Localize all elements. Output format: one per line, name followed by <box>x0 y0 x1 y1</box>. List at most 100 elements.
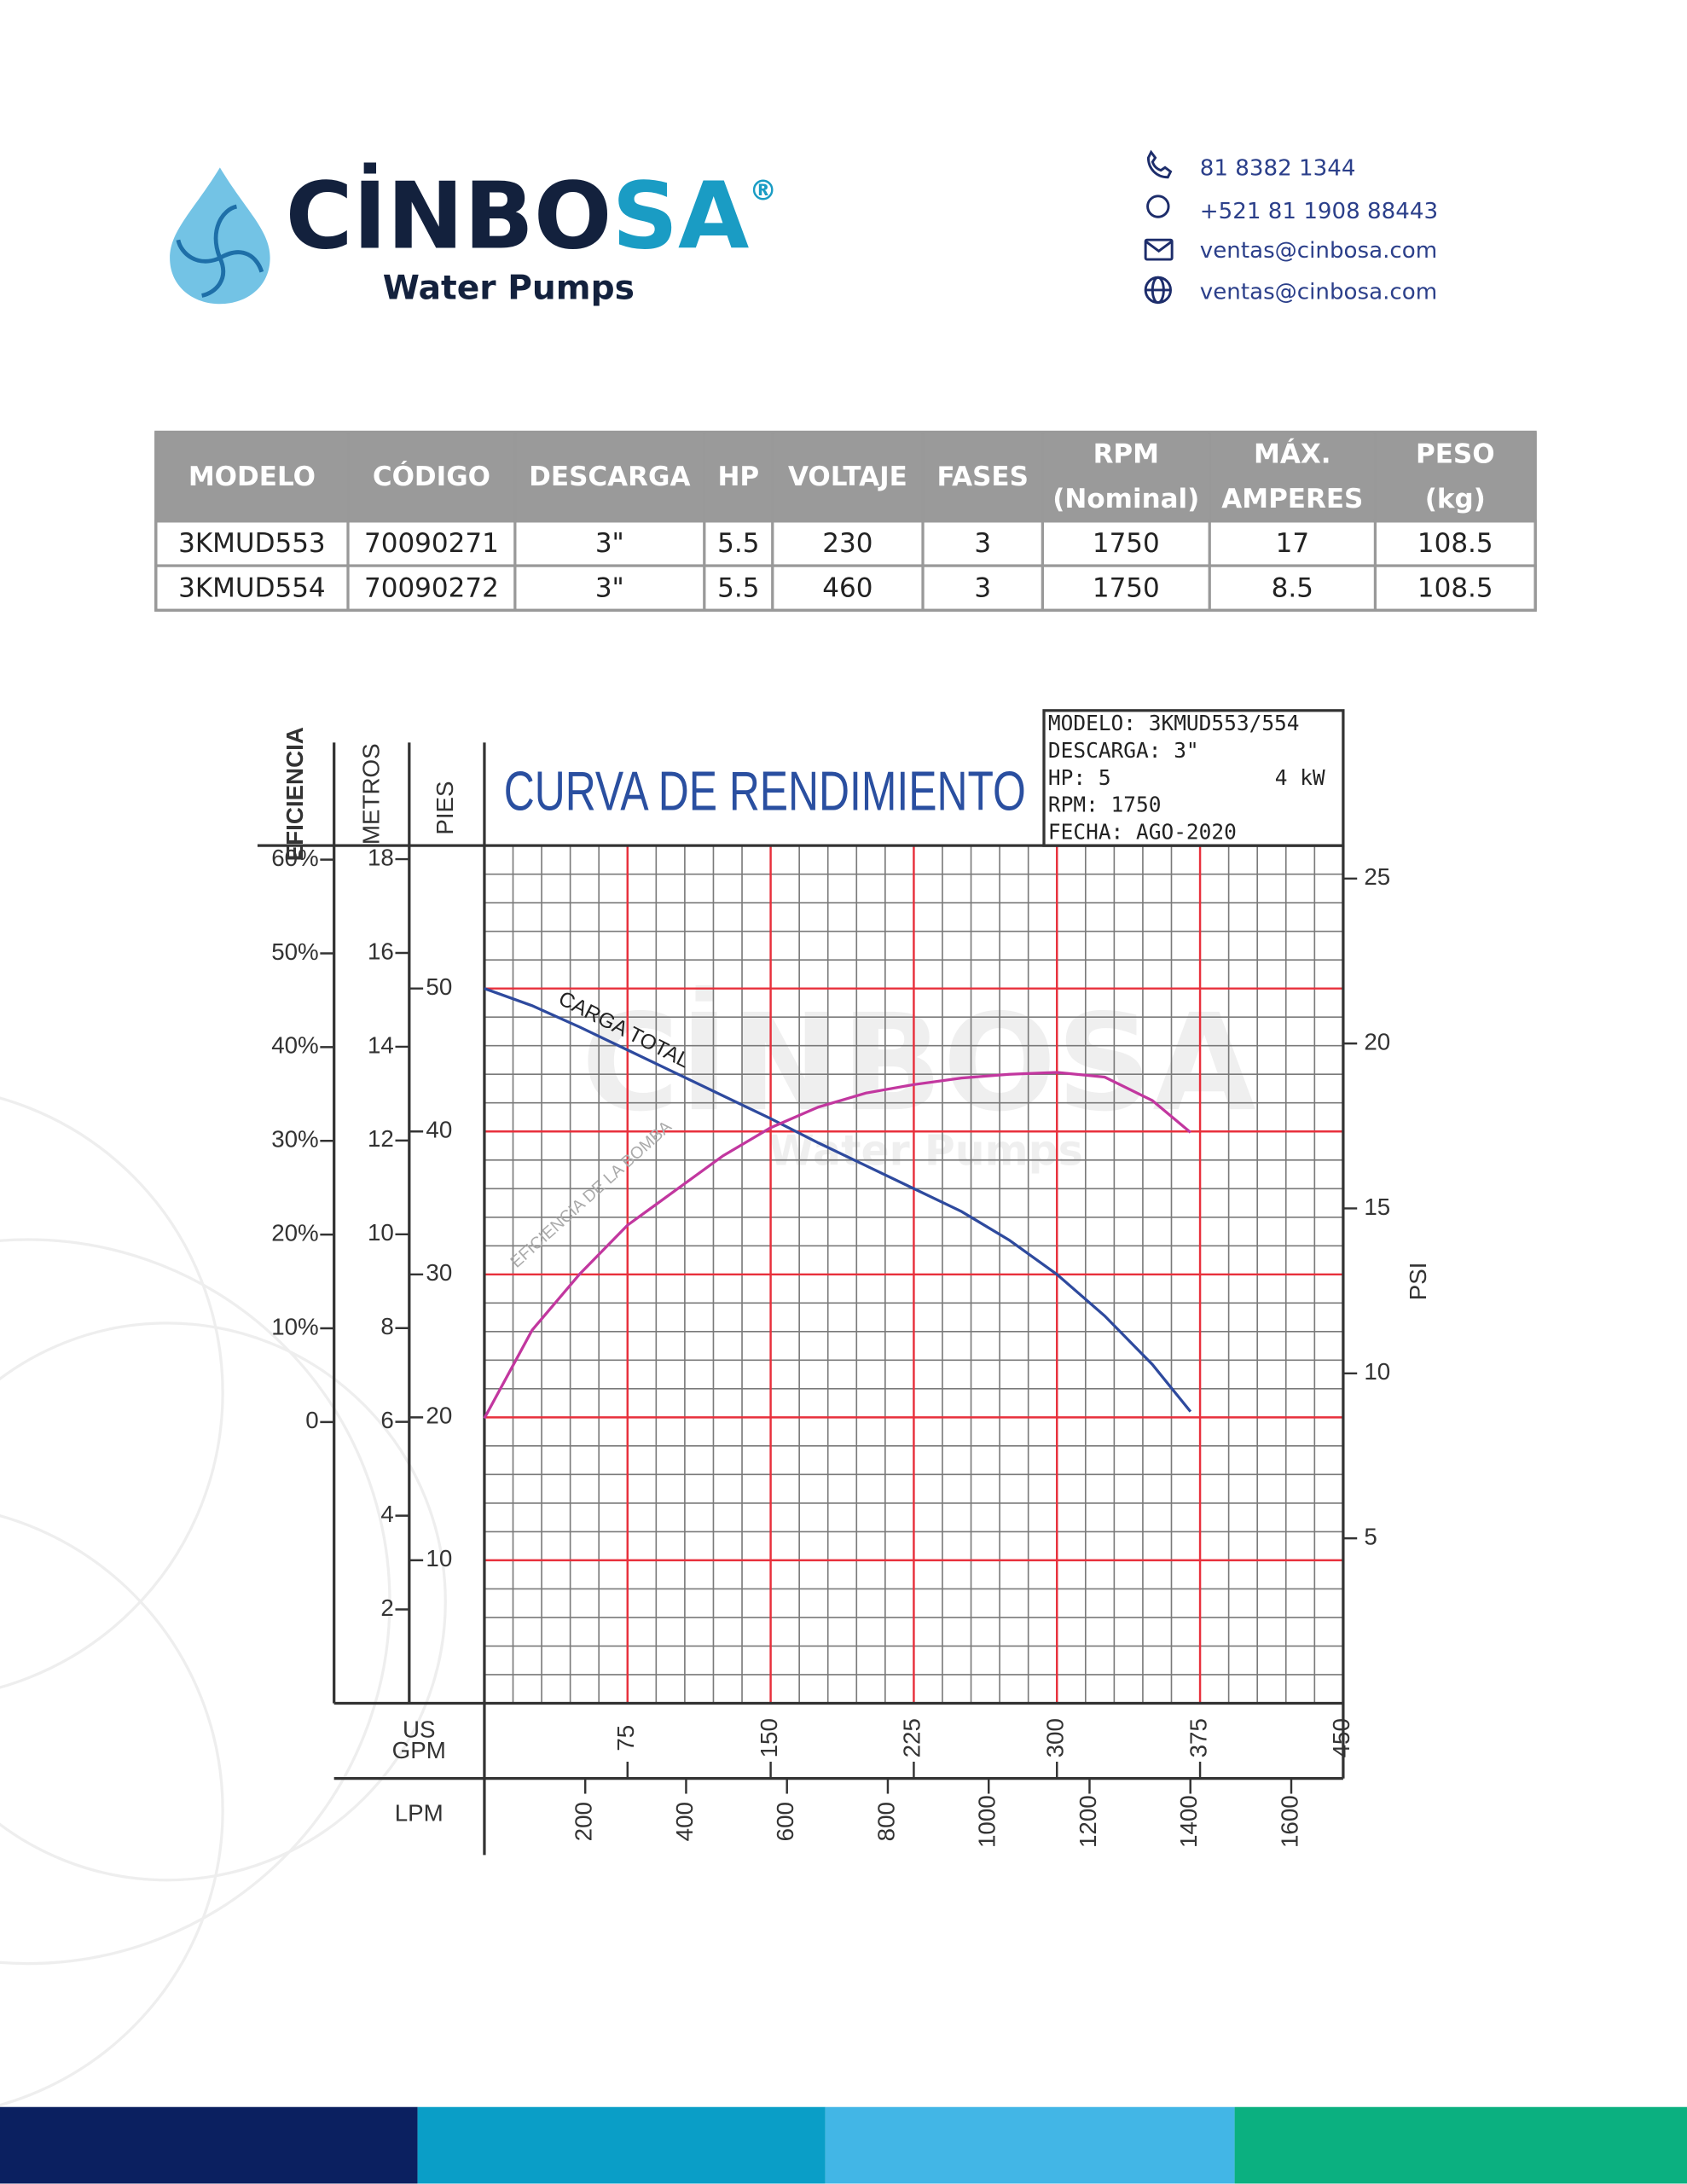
contacts: 81 8382 1344 +521 81 1908 88443 ventas@cin… <box>1200 155 1438 305</box>
tick-label: 15 <box>1364 1194 1390 1220</box>
column-header: PESO <box>1416 439 1495 470</box>
tick-label: 600 <box>772 1802 798 1841</box>
info-line: MODELO: 3KMUD553/554 <box>1048 711 1300 735</box>
logo-drop <box>170 167 270 305</box>
column-header: MÁX. <box>1254 439 1331 470</box>
tick-label: 225 <box>899 1718 925 1757</box>
footer-bar <box>0 2106 1687 2184</box>
chart-title: CURVA DE RENDIMIENTO <box>504 760 1026 822</box>
info-line: DESCARGA: 3" <box>1048 738 1199 763</box>
tick-label: 1600 <box>1276 1795 1302 1848</box>
tick-label: 6 <box>380 1407 393 1433</box>
axis-label: METROS <box>358 743 385 845</box>
tick-label: 10 <box>368 1219 394 1246</box>
table-header-bg <box>155 432 1536 521</box>
tick-label: 0 <box>305 1407 318 1433</box>
axis-label: PIES <box>432 781 458 834</box>
column-header: DESCARGA <box>529 462 690 492</box>
tick-label: 1400 <box>1175 1795 1202 1848</box>
logo-mark: ® <box>749 175 777 207</box>
table-cell: 3 <box>974 572 991 603</box>
info-line: 4 kW <box>1275 765 1325 790</box>
axis-label: PSI <box>1405 1263 1431 1301</box>
column-header: AMPERES <box>1221 484 1363 514</box>
info-line: HP: 5 <box>1048 765 1111 790</box>
tick-label: 200 <box>571 1802 597 1841</box>
tick-label: 4 <box>380 1501 393 1527</box>
watermark: Water Pumps <box>768 1126 1083 1175</box>
tick-label: 30 <box>426 1259 452 1286</box>
logo-subtitle: Water Pumps <box>383 269 635 307</box>
table-cell: 3 <box>974 528 991 559</box>
table-cell: 17 <box>1276 528 1309 559</box>
tick-label: 12 <box>368 1125 394 1152</box>
tick-label: 50 <box>426 973 452 1000</box>
tick-label: 800 <box>872 1802 899 1841</box>
background-ornament <box>0 1096 447 2107</box>
table-cell: 70090272 <box>364 572 499 603</box>
table-cell: 5.5 <box>717 528 759 559</box>
info-box <box>1042 709 1345 847</box>
table-cell: 1750 <box>1093 528 1160 559</box>
tick-label: 40 <box>426 1117 452 1143</box>
table-cell: 108.5 <box>1417 528 1493 559</box>
tick-label: 10 <box>426 1545 452 1571</box>
axis-label: GPM <box>392 1737 446 1763</box>
info-line: RPM: 1750 <box>1048 793 1162 817</box>
curve <box>483 1071 1191 1420</box>
table-cell: 3KMUD554 <box>178 572 326 603</box>
logo-accent: SA <box>612 164 749 270</box>
table-cell: 3" <box>595 528 624 559</box>
tick-label: 450 <box>1328 1718 1354 1757</box>
table-cell: 8.5 <box>1272 572 1313 603</box>
axis-label: EFICIENCIA <box>281 727 308 861</box>
contact-icons <box>1144 149 1174 305</box>
tick-label: 300 <box>1042 1718 1069 1757</box>
tick-label: 14 <box>368 1031 394 1058</box>
tick-label: 60% <box>271 845 319 871</box>
logo-text: CİNBOSA® <box>286 164 777 270</box>
tick-label: 1200 <box>1075 1795 1101 1848</box>
column-header: CÓDIGO <box>373 461 490 492</box>
logo-name: CİNBO <box>286 164 612 270</box>
tick-label: 8 <box>380 1313 393 1339</box>
contact: 81 8382 1344 <box>1200 155 1356 181</box>
table-cell: 70090271 <box>364 528 499 559</box>
info-line: FECHA: AGO-2020 <box>1048 819 1237 844</box>
column-header: HP <box>717 462 759 492</box>
spec-table: MODELO CÓDIGO DESCARGA HP VOLTAJE FASES RPM (No… <box>154 430 1537 612</box>
column-header: FASES <box>936 462 1028 492</box>
tick-label: 2 <box>380 1594 393 1621</box>
tick-label: 1000 <box>974 1795 1000 1848</box>
column-header: RPM <box>1093 439 1159 470</box>
column-header: VOLTAJE <box>788 462 907 492</box>
tick-label: 20% <box>271 1219 319 1246</box>
tick-label: 20 <box>1364 1028 1390 1054</box>
tick-label: 18 <box>368 844 394 870</box>
watermark: CİNBOSA <box>582 985 1256 1141</box>
table-cell: 108.5 <box>1417 572 1493 603</box>
tick-label: 50% <box>271 938 319 965</box>
axis-label: US <box>403 1716 436 1742</box>
tick-label: 25 <box>1364 863 1390 890</box>
tick-label: 5 <box>1364 1523 1377 1549</box>
contact: ventas@cinbosa.com <box>1200 280 1437 305</box>
tick-label: 16 <box>368 938 394 964</box>
table-cell: 5.5 <box>717 572 759 603</box>
table-cell: 3" <box>595 572 624 603</box>
contact: +521 81 1908 88443 <box>1200 199 1438 224</box>
tick-label: 400 <box>671 1802 698 1841</box>
column-header: MODELO <box>188 462 316 492</box>
tick-label: 10 <box>1364 1358 1390 1385</box>
table-border <box>154 430 1537 612</box>
tick-label: 20 <box>426 1403 452 1429</box>
curve <box>484 987 1192 1413</box>
tick-label: 75 <box>612 1725 639 1751</box>
table-cell: 1750 <box>1093 572 1160 603</box>
contact: ventas@cinbosa.com <box>1200 238 1437 264</box>
column-header: (Nominal) <box>1052 484 1199 514</box>
column-header: (kg) <box>1425 484 1486 514</box>
